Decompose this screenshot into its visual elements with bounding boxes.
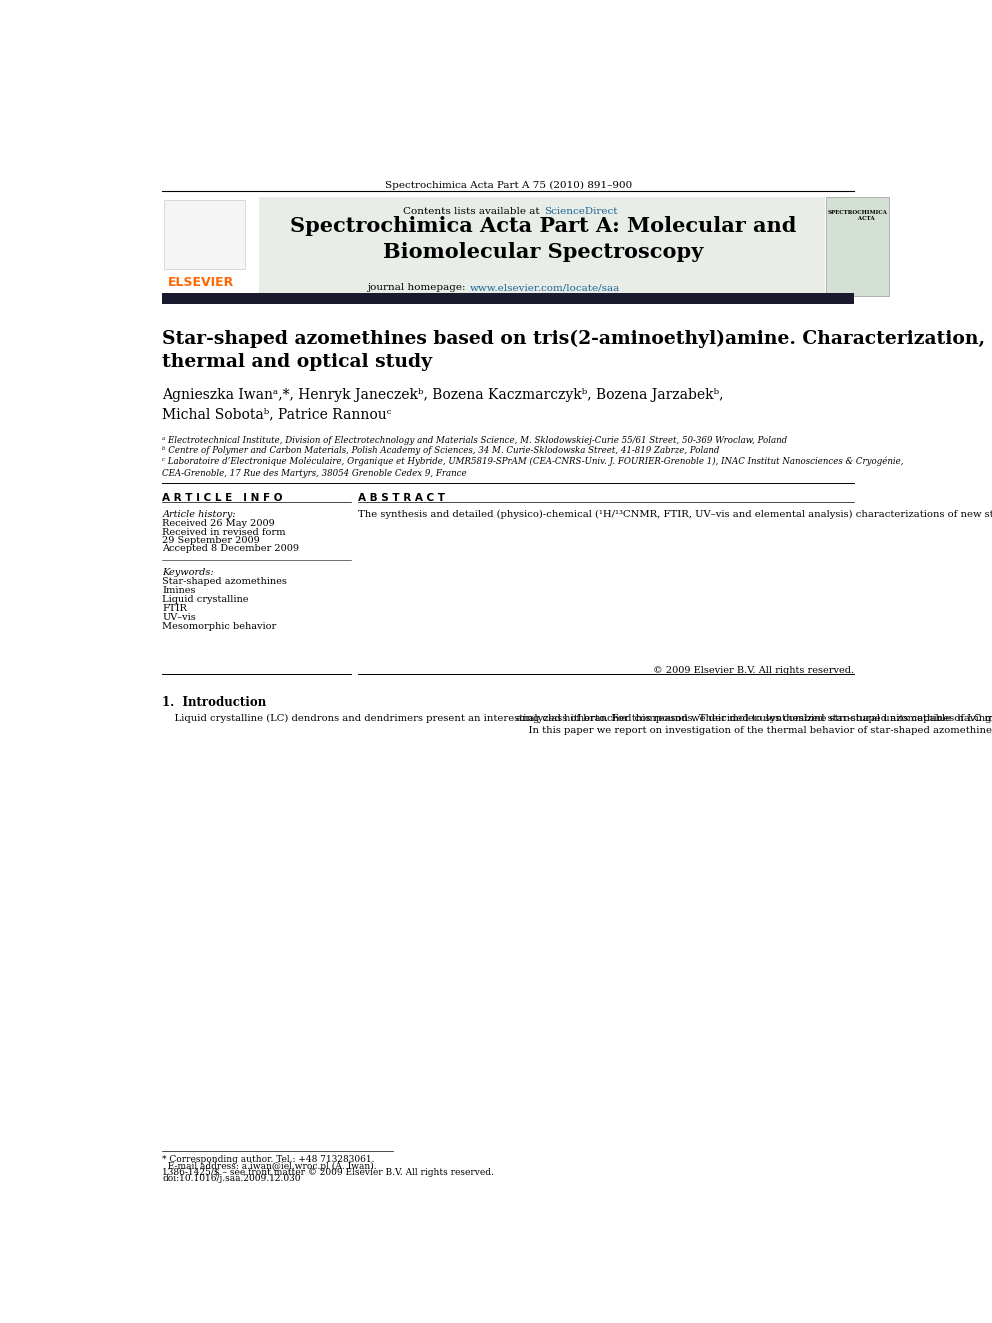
Text: © 2009 Elsevier B.V. All rights reserved.: © 2009 Elsevier B.V. All rights reserved… (654, 665, 854, 675)
Text: 29 September 2009: 29 September 2009 (163, 536, 260, 545)
Text: Spectrochimica Acta Part A: Molecular and
Biomolecular Spectroscopy: Spectrochimica Acta Part A: Molecular an… (290, 216, 797, 262)
Text: ELSEVIER: ELSEVIER (168, 277, 234, 288)
FancyBboxPatch shape (163, 294, 854, 304)
Text: UV–vis: UV–vis (163, 614, 196, 622)
FancyBboxPatch shape (164, 200, 245, 269)
Text: Star-shaped azomethines based on tris(2-aminoethyl)amine. Characterization,
ther: Star-shaped azomethines based on tris(2-… (163, 329, 986, 370)
Text: ᵇ Centre of Polymer and Carbon Materials, Polish Academy of Sciences, 34 M. Curi: ᵇ Centre of Polymer and Carbon Materials… (163, 446, 720, 455)
Text: Received 26 May 2009: Received 26 May 2009 (163, 520, 275, 528)
Text: 1386-1425/$ – see front matter © 2009 Elsevier B.V. All rights reserved.: 1386-1425/$ – see front matter © 2009 El… (163, 1168, 494, 1177)
Text: Received in revised form: Received in revised form (163, 528, 286, 537)
Text: Spectrochimica Acta Part A 75 (2010) 891–900: Spectrochimica Acta Part A 75 (2010) 891… (385, 181, 632, 191)
Text: The synthesis and detailed (physico)-chemical (¹H/¹³CNMR, FTIR, UV–vis and eleme: The synthesis and detailed (physico)-che… (358, 511, 992, 520)
Text: ᵃ Electrotechnical Institute, Division of Electrotechnology and Materials Scienc: ᵃ Electrotechnical Institute, Division o… (163, 435, 788, 445)
Text: SPECTROCHIMICA
         ACTA: SPECTROCHIMICA ACTA (827, 209, 888, 221)
Text: analyzed hitherto. For this reason we decided to synthesized star-shaped azometh: analyzed hitherto. For this reason we de… (516, 714, 992, 736)
Text: Agnieszka Iwanᵃ,*, Henryk Janeczekᵇ, Bozena Kaczmarczykᵇ, Bozena Jarzabekᵇ,
Mich: Agnieszka Iwanᵃ,*, Henryk Janeczekᵇ, Boz… (163, 388, 724, 422)
Text: 1.  Introduction: 1. Introduction (163, 696, 267, 709)
Text: www.elsevier.com/locate/saa: www.elsevier.com/locate/saa (470, 283, 620, 292)
Text: E-mail address: a.iwan@iel.wroc.pl (A. Iwan).: E-mail address: a.iwan@iel.wroc.pl (A. I… (163, 1162, 377, 1171)
Text: Star-shaped azomethines: Star-shaped azomethines (163, 577, 288, 586)
Text: FTIR: FTIR (163, 605, 187, 614)
Text: Accepted 8 December 2009: Accepted 8 December 2009 (163, 544, 300, 553)
Text: journal homepage:: journal homepage: (367, 283, 468, 292)
FancyBboxPatch shape (259, 197, 825, 296)
Text: Liquid crystalline (LC) dendrons and dendrimers present an interesting class of : Liquid crystalline (LC) dendrons and den… (163, 714, 992, 724)
Text: Imines: Imines (163, 586, 196, 595)
Text: Contents lists available at: Contents lists available at (403, 206, 543, 216)
Text: Mesomorphic behavior: Mesomorphic behavior (163, 622, 277, 631)
Text: ScienceDirect: ScienceDirect (545, 206, 618, 216)
Text: doi:10.1016/j.saa.2009.12.030: doi:10.1016/j.saa.2009.12.030 (163, 1175, 301, 1183)
Text: * Corresponding author. Tel.: +48 713283061.: * Corresponding author. Tel.: +48 713283… (163, 1155, 375, 1164)
Text: Liquid crystalline: Liquid crystalline (163, 595, 249, 605)
Text: Article history:: Article history: (163, 511, 236, 519)
Text: A B S T R A C T: A B S T R A C T (358, 493, 445, 503)
FancyBboxPatch shape (826, 197, 889, 296)
Text: Keywords:: Keywords: (163, 569, 214, 577)
Text: ᶜ Laboratoire d’Electronique Moléculaire, Organique et Hybride, UMR5819-SPrAM (C: ᶜ Laboratoire d’Electronique Moléculaire… (163, 456, 904, 478)
Text: A R T I C L E   I N F O: A R T I C L E I N F O (163, 493, 283, 503)
